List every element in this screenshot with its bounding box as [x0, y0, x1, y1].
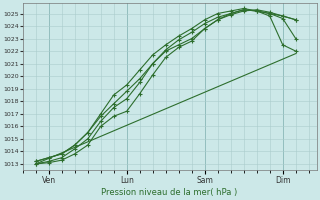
X-axis label: Pression niveau de la mer( hPa ): Pression niveau de la mer( hPa ) — [101, 188, 238, 197]
